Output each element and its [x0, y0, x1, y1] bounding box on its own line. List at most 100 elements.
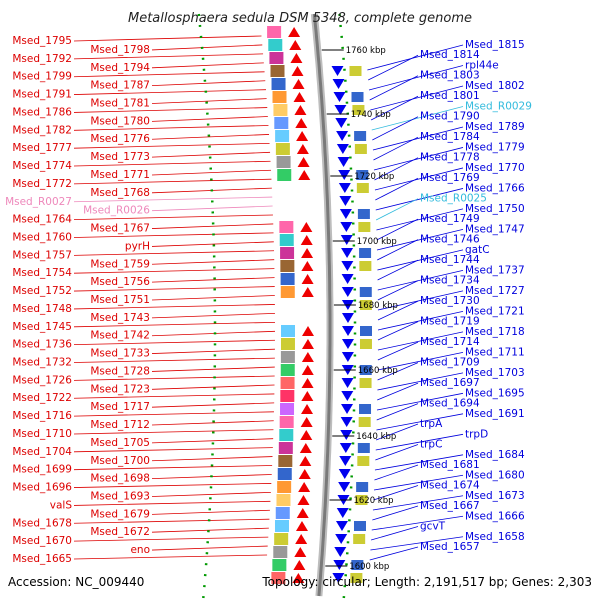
reverse-gene-arrow	[337, 157, 350, 167]
reverse-gene-arrow	[335, 521, 348, 531]
cog-color-block	[272, 91, 287, 103]
forward-gene-arrow	[301, 352, 314, 362]
leader-line	[151, 402, 275, 408]
leader-line	[377, 331, 464, 351]
gene-label-msed-1784: Msed_1784	[420, 131, 480, 143]
leader-line	[73, 232, 274, 238]
gene-label-msed-1771: Msed_1771	[90, 169, 150, 181]
leader-line	[151, 438, 274, 444]
leader-line	[151, 491, 271, 497]
reverse-gene-arrow	[340, 222, 353, 232]
scale-tick-label: 1660 kbp	[358, 366, 398, 376]
leader-line	[375, 433, 464, 451]
leader-line	[377, 249, 464, 271]
gene-label-msed-1732: Msed_1732	[12, 357, 72, 369]
forward-gene-arrow	[292, 573, 305, 583]
gene-label-msed-1718: Msed_1718	[465, 326, 525, 338]
gene-label-msed-1719: Msed_1719	[420, 316, 480, 328]
leader-line	[151, 259, 275, 265]
cog-color-block	[354, 144, 367, 154]
scale-tick-label: 1640 kbp	[356, 432, 396, 442]
cog-color-block	[356, 183, 369, 193]
leader-line	[375, 444, 419, 461]
leader-line	[376, 413, 464, 431]
leader-line	[376, 229, 464, 251]
cog-color-block	[359, 339, 372, 349]
leader-line	[151, 527, 269, 533]
forward-gene-arrow	[301, 339, 314, 349]
leader-line	[376, 208, 464, 231]
reverse-gene-arrow	[341, 326, 354, 336]
genome-summary-text: Topology: circular; Length: 2,191,517 bp…	[261, 575, 592, 589]
leader-line	[377, 269, 464, 291]
leader-line	[377, 300, 419, 321]
leader-line	[73, 321, 275, 328]
gene-label-msed-1766: Msed_1766	[465, 182, 525, 194]
cog-color-block	[351, 560, 364, 570]
gene-label-msed-r0027: Msed_R0027	[5, 196, 72, 208]
cog-color-block	[274, 533, 289, 545]
leader-line	[73, 142, 270, 149]
cog-color-block	[271, 572, 286, 584]
gene-label-msed-r0029: Msed_R0029	[465, 100, 532, 112]
gene-label-msed-1790: Msed_1790	[420, 111, 480, 123]
gene-label-msed-1691: Msed_1691	[465, 408, 525, 420]
gene-label-msed-1710: Msed_1710	[12, 428, 72, 440]
reverse-gene-arrow	[334, 547, 347, 557]
gene-label-msed-1700: Msed_1700	[90, 455, 150, 467]
leader-line	[73, 214, 273, 221]
leader-line	[375, 423, 419, 441]
cog-color-block	[349, 66, 362, 76]
leader-line	[73, 160, 271, 167]
leader-line	[73, 71, 265, 78]
cog-color-block	[271, 78, 286, 90]
leader-line	[151, 509, 270, 515]
cog-color-block	[277, 169, 292, 181]
gene-label-msed-1772: Msed_1772	[12, 178, 72, 190]
leader-line	[73, 411, 274, 417]
leader-line	[73, 465, 273, 471]
forward-gene-arrow	[296, 508, 309, 518]
gene-label-msed-1748: Msed_1748	[12, 303, 72, 315]
scale-tick-label: 1700 kbp	[357, 237, 397, 247]
reverse-gene-arrow	[341, 378, 354, 388]
reverse-gene-arrow	[339, 209, 352, 219]
gene-label-rpl44e: rpl44e	[465, 59, 499, 71]
reverse-gene-arrow	[341, 391, 354, 401]
gene-label-msed-1678: Msed_1678	[12, 517, 72, 529]
gene-label-msed-1722: Msed_1722	[12, 392, 72, 404]
leader-line	[377, 310, 464, 331]
cog-color-block	[353, 521, 366, 531]
cog-color-block	[357, 456, 370, 466]
leader-line	[367, 44, 464, 71]
cog-color-block	[280, 351, 295, 363]
leader-line	[377, 239, 419, 261]
gene-label-msed-1670: Msed_1670	[12, 535, 72, 547]
reverse-gene-arrow	[331, 66, 344, 76]
leader-line	[370, 526, 419, 541]
leader-line	[375, 188, 464, 211]
gene-label-msed-1699: Msed_1699	[12, 464, 72, 476]
cog-color-block	[280, 390, 295, 402]
cog-color-block	[280, 403, 295, 415]
reverse-gene-arrow	[335, 534, 348, 544]
gene-label-msed-1697: Msed_1697	[420, 377, 480, 389]
leader-line	[369, 546, 419, 561]
cog-color-block	[268, 39, 283, 51]
leader-line	[73, 196, 273, 203]
gene-label-msed-r0025: Msed_R0025	[420, 193, 487, 205]
leader-line	[371, 106, 464, 131]
gene-label-msed-1695: Msed_1695	[465, 387, 525, 399]
leader-line	[73, 339, 275, 346]
leader-line	[376, 403, 419, 421]
gene-label-msed-1672: Msed_1672	[90, 526, 150, 538]
reverse-gene-arrow	[333, 92, 346, 102]
gene-label-msed-1658: Msed_1658	[465, 531, 525, 543]
leader-line	[151, 241, 274, 247]
leader-line	[73, 53, 264, 60]
reverse-gene-arrow	[341, 287, 354, 297]
cog-color-block	[356, 482, 369, 492]
reverse-gene-arrow	[336, 144, 349, 154]
cog-color-block	[351, 92, 364, 102]
cog-color-block	[275, 130, 290, 142]
